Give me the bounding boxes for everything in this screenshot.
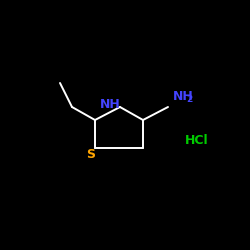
- Text: NH: NH: [173, 90, 194, 102]
- Text: 2: 2: [186, 96, 192, 104]
- Text: NH: NH: [100, 98, 120, 112]
- Text: S: S: [86, 148, 96, 162]
- Text: HCl: HCl: [185, 134, 208, 146]
